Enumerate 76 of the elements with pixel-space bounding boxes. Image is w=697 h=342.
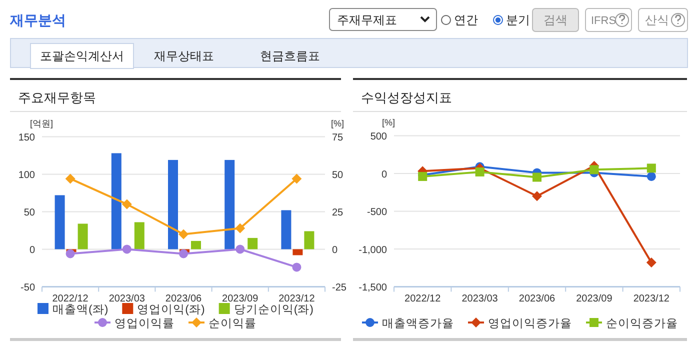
x-tick-label: 2023/12	[633, 294, 670, 305]
legend-label: 영업이익(좌)	[137, 304, 205, 316]
text: 검색	[544, 13, 568, 27]
y2-tick-label: 0	[332, 245, 338, 256]
legend-label: 매출액증가율	[382, 317, 454, 330]
x-tick-label: 2022/12	[52, 294, 89, 305]
y-tick-label: 100	[18, 170, 36, 182]
text: 현금흐름표	[260, 49, 320, 63]
x-tick-label: 2022/12	[404, 294, 442, 305]
bar	[54, 195, 65, 250]
bar	[292, 249, 303, 256]
legend-label: 당기순이익(좌)	[234, 304, 314, 316]
point	[532, 172, 542, 182]
chart-title: 수익성장성지표	[361, 90, 452, 105]
y-tick-label: -500	[366, 207, 388, 218]
y-tick-label: 50	[24, 208, 36, 219]
point	[646, 164, 656, 173]
x-tick-label: 2023/03	[108, 294, 146, 305]
point	[646, 258, 656, 268]
text: 포괄손익계산서	[40, 49, 124, 63]
point	[292, 174, 302, 184]
bar	[304, 231, 314, 250]
point	[122, 244, 132, 254]
bar	[281, 210, 292, 250]
point	[590, 165, 599, 174]
text: IFRS	[591, 15, 616, 27]
y2-axis-title: [%]	[331, 118, 344, 129]
y2-tick-label: 50	[332, 170, 344, 182]
bar	[168, 160, 178, 250]
point	[236, 244, 245, 254]
point	[179, 249, 188, 258]
y2-tick-label: 25	[332, 208, 344, 219]
point	[65, 174, 76, 184]
bar	[248, 238, 258, 250]
point	[122, 199, 132, 210]
point	[66, 249, 75, 258]
point	[532, 191, 542, 202]
x-tick-label: 2023/09	[576, 294, 613, 305]
y-tick-label: 0	[29, 245, 36, 256]
text: 재무상태표	[154, 49, 214, 63]
x-tick-label: 2023/09	[222, 294, 259, 305]
point	[646, 172, 656, 181]
chart-title: 주요재무항목	[18, 90, 96, 105]
text: 연간	[454, 13, 478, 27]
bar	[191, 240, 201, 250]
text: 분기	[506, 13, 530, 27]
x-tick-label: 2023/03	[462, 294, 498, 305]
bar	[224, 160, 235, 250]
y-tick-label: 150	[18, 132, 36, 144]
y2-tick-label: -25	[332, 282, 347, 294]
x-tick-label: 2023/12	[278, 294, 316, 305]
bar	[78, 224, 88, 250]
y-tick-label: -1,500	[358, 282, 388, 294]
text: 재무분석	[9, 12, 66, 28]
legend-label: 순이익률	[208, 318, 256, 330]
bar	[111, 153, 122, 250]
legend-label: 매출액(좌)	[52, 303, 108, 316]
legend-label: 영업이익증가율	[488, 318, 572, 330]
x-tick-label: 2023/06	[518, 294, 556, 305]
x-tick-label: 2023/06	[165, 294, 202, 305]
bar	[134, 222, 144, 250]
text: 주재무제표	[337, 13, 397, 27]
y-axis-title: [%]	[382, 118, 396, 128]
y-tick-label: -1,000	[358, 244, 388, 256]
y2-tick-label: 75	[332, 132, 344, 144]
legend-label: 영업이익률	[114, 318, 174, 330]
point	[235, 223, 246, 234]
y-axis-title: [억원]	[30, 118, 54, 129]
y-tick-label: 0	[381, 169, 388, 180]
y-tick-label: 500	[370, 132, 388, 143]
text: 산식	[645, 13, 669, 27]
legend-label: 순이익증가율	[606, 318, 678, 330]
y-tick-label: -50	[20, 282, 36, 294]
point	[475, 167, 484, 176]
point	[178, 229, 188, 240]
point	[292, 262, 302, 272]
